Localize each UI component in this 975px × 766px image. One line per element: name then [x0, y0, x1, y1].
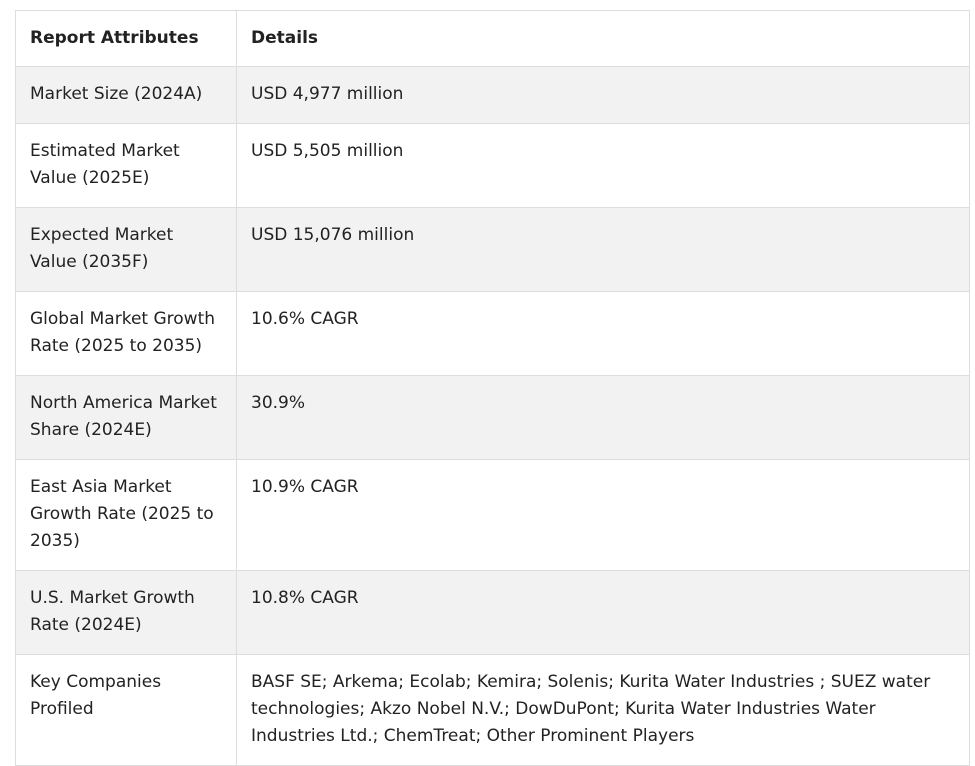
- table-row: Key Companies Profiled BASF SE; Arkema; …: [15, 654, 970, 766]
- table-row: Market Size (2024A) USD 4,977 million: [15, 66, 970, 124]
- row-detail: BASF SE; Arkema; Ecolab; Kemira; Solenis…: [236, 654, 970, 766]
- report-attributes-table: Report Attributes Details Market Size (2…: [15, 10, 970, 766]
- row-attribute: North America Market Share (2024E): [15, 375, 237, 460]
- row-detail: USD 15,076 million: [236, 207, 970, 292]
- row-detail: USD 4,977 million: [236, 66, 970, 124]
- report-table-container: Report Attributes Details Market Size (2…: [15, 10, 970, 766]
- row-detail: 10.9% CAGR: [236, 459, 970, 571]
- row-detail: USD 5,505 million: [236, 123, 970, 208]
- table-row: Global Market Growth Rate (2025 to 2035)…: [15, 291, 970, 376]
- row-attribute: Global Market Growth Rate (2025 to 2035): [15, 291, 237, 376]
- row-detail: 10.8% CAGR: [236, 570, 970, 655]
- table-row: East Asia Market Growth Rate (2025 to 20…: [15, 459, 970, 571]
- row-attribute: Key Companies Profiled: [15, 654, 237, 766]
- row-attribute: East Asia Market Growth Rate (2025 to 20…: [15, 459, 237, 571]
- row-attribute: Market Size (2024A): [15, 66, 237, 124]
- table-row: North America Market Share (2024E) 30.9%: [15, 375, 970, 460]
- row-attribute: Expected Market Value (2035F): [15, 207, 237, 292]
- table-row: Expected Market Value (2035F) USD 15,076…: [15, 207, 970, 292]
- table-header-row: Report Attributes Details: [15, 10, 970, 67]
- row-attribute: U.S. Market Growth Rate (2024E): [15, 570, 237, 655]
- table-row: U.S. Market Growth Rate (2024E) 10.8% CA…: [15, 570, 970, 655]
- row-detail: 30.9%: [236, 375, 970, 460]
- row-detail: 10.6% CAGR: [236, 291, 970, 376]
- header-details: Details: [236, 10, 970, 67]
- row-attribute: Estimated Market Value (2025E): [15, 123, 237, 208]
- header-report-attributes: Report Attributes: [15, 10, 237, 67]
- table-row: Estimated Market Value (2025E) USD 5,505…: [15, 123, 970, 208]
